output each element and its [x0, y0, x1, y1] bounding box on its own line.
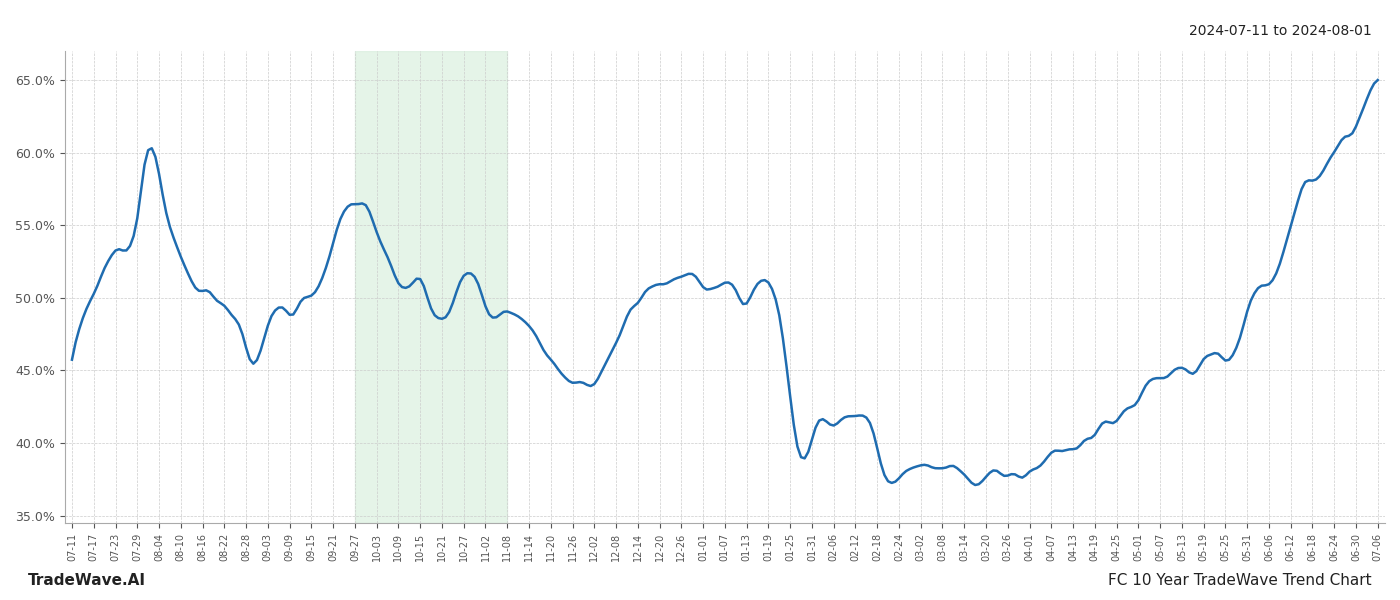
- Bar: [354, 51, 507, 523]
- Text: FC 10 Year TradeWave Trend Chart: FC 10 Year TradeWave Trend Chart: [1109, 573, 1372, 588]
- Text: 2024-07-11 to 2024-08-01: 2024-07-11 to 2024-08-01: [1189, 24, 1372, 38]
- Text: TradeWave.AI: TradeWave.AI: [28, 573, 146, 588]
